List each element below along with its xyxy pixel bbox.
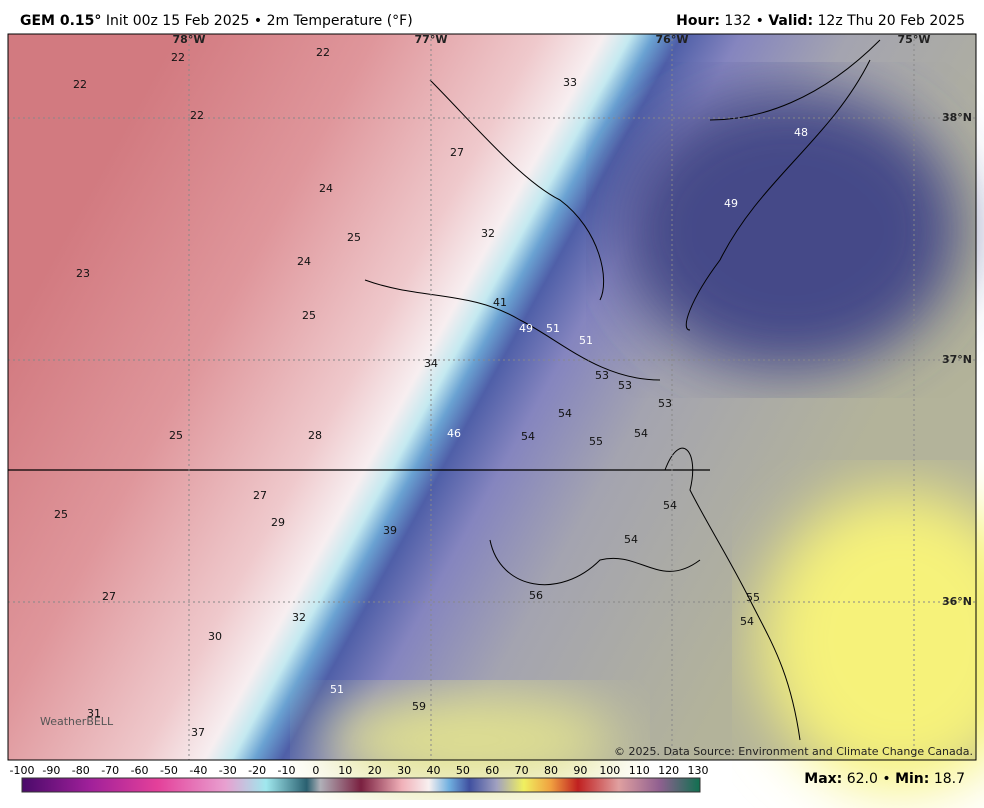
temperature-label: 54	[740, 615, 754, 628]
temperature-label: 39	[383, 524, 397, 537]
temperature-label: 49	[724, 197, 738, 210]
colorbar-tick-label: 50	[456, 764, 470, 777]
longitude-label: 78°W	[173, 33, 206, 46]
temperature-label: 54	[634, 427, 648, 440]
temperature-label: 24	[319, 182, 333, 195]
colorbar-tick-label: -50	[160, 764, 178, 777]
temperature-label: 23	[76, 267, 90, 280]
temperature-label: 33	[563, 76, 577, 89]
colorbar-tick-label: 60	[485, 764, 499, 777]
temperature-label: 37	[191, 726, 205, 739]
max-min: Max: 62.0 • Min: 18.7	[804, 771, 965, 787]
temperature-label: 22	[73, 78, 87, 91]
temperature-label: 48	[794, 126, 808, 139]
colorbar-tick-label: 120	[658, 764, 679, 777]
colorbar-tick-label: 70	[515, 764, 529, 777]
longitude-label: 76°W	[656, 33, 689, 46]
temperature-label: 54	[521, 430, 535, 443]
temperature-label: 54	[663, 499, 677, 512]
temperature-label: 28	[308, 429, 322, 442]
latitude-label: 36°N	[942, 595, 972, 608]
colorbar	[21, 777, 701, 793]
map: WeatherBELL © 2025. Data Source: Environ…	[7, 33, 984, 790]
colorbar-tick-label: 20	[368, 764, 382, 777]
colorbar-tick-label: -40	[189, 764, 207, 777]
colorbar-tick-label: -80	[72, 764, 90, 777]
colorbar-tick-label: 100	[599, 764, 620, 777]
temperature-label: 27	[253, 489, 267, 502]
colorbar-tick-label: 40	[426, 764, 440, 777]
temperature-label: 25	[169, 429, 183, 442]
warm-area	[320, 690, 620, 790]
model-name: GEM 0.15° Init 00z 15 Feb 2025 • 2m Temp…	[20, 13, 413, 29]
colorbar-tick-label: 0	[312, 764, 319, 777]
colorbar-tick-label: 110	[629, 764, 650, 777]
temperature-label: 30	[208, 630, 222, 643]
colorbar-tick-label: -30	[219, 764, 237, 777]
temperature-label: 51	[579, 334, 593, 347]
temperature-label: 24	[297, 255, 311, 268]
temperature-label: 59	[412, 700, 426, 713]
temperature-label: 51	[546, 322, 560, 335]
temperature-label: 55	[589, 435, 603, 448]
logo: WeatherBELL	[40, 715, 114, 728]
colorbar-tick-label: 130	[688, 764, 709, 777]
temperature-label: 54	[558, 407, 572, 420]
temperature-label: 49	[519, 322, 533, 335]
graticule	[8, 34, 976, 760]
temperature-label: 27	[450, 146, 464, 159]
warm-area	[760, 490, 984, 790]
colorbar-tick-label: -10	[278, 764, 296, 777]
river	[489, 539, 701, 586]
temperature-label: 22	[316, 46, 330, 59]
temperature-label: 22	[171, 51, 185, 64]
temperature-label: 25	[54, 508, 68, 521]
credit: © 2025. Data Source: Environment and Cli…	[614, 745, 973, 758]
temperature-label: 27	[102, 590, 116, 603]
valid-time: Hour: 132 • Valid: 12z Thu 20 Feb 2025	[676, 13, 965, 29]
colorbar-tick-label: 30	[397, 764, 411, 777]
river	[364, 279, 661, 381]
colorbar-tick-label: 80	[544, 764, 558, 777]
temperature-label: 41	[493, 296, 507, 309]
colorbar-tick-label: 90	[573, 764, 587, 777]
colorbar-tick-label: -20	[248, 764, 266, 777]
cold-core	[620, 90, 960, 370]
coastline	[664, 447, 801, 741]
temperature-label: 53	[595, 369, 609, 382]
temperature-label: 34	[424, 357, 438, 370]
map-frame	[7, 33, 977, 761]
coastline	[685, 39, 881, 331]
latitude-label: 38°N	[942, 111, 972, 124]
colorbar-tick-label: -60	[131, 764, 149, 777]
temperature-label: 25	[347, 231, 361, 244]
longitude-label: 75°W	[898, 33, 931, 46]
colorbar-tick-label: -100	[10, 764, 35, 777]
temperature-label: 51	[330, 683, 344, 696]
latitude-label: 37°N	[942, 353, 972, 366]
temperature-label: 29	[271, 516, 285, 529]
longitude-label: 77°W	[415, 33, 448, 46]
temperature-label: 31	[87, 707, 101, 720]
temperature-label: 53	[658, 397, 672, 410]
colorbar-tick-label: -70	[101, 764, 119, 777]
colorbar-tick-label: 10	[338, 764, 352, 777]
temperature-label: 32	[292, 611, 306, 624]
temperature-label: 46	[447, 427, 461, 440]
river	[429, 79, 605, 301]
temperature-label: 55	[746, 591, 760, 604]
temperature-label: 53	[618, 379, 632, 392]
colorbar-tick-label: -90	[42, 764, 60, 777]
temperature-label: 25	[302, 309, 316, 322]
temperature-label: 54	[624, 533, 638, 546]
temperature-label: 56	[529, 589, 543, 602]
temperature-label: 32	[481, 227, 495, 240]
temperature-label: 22	[190, 109, 204, 122]
